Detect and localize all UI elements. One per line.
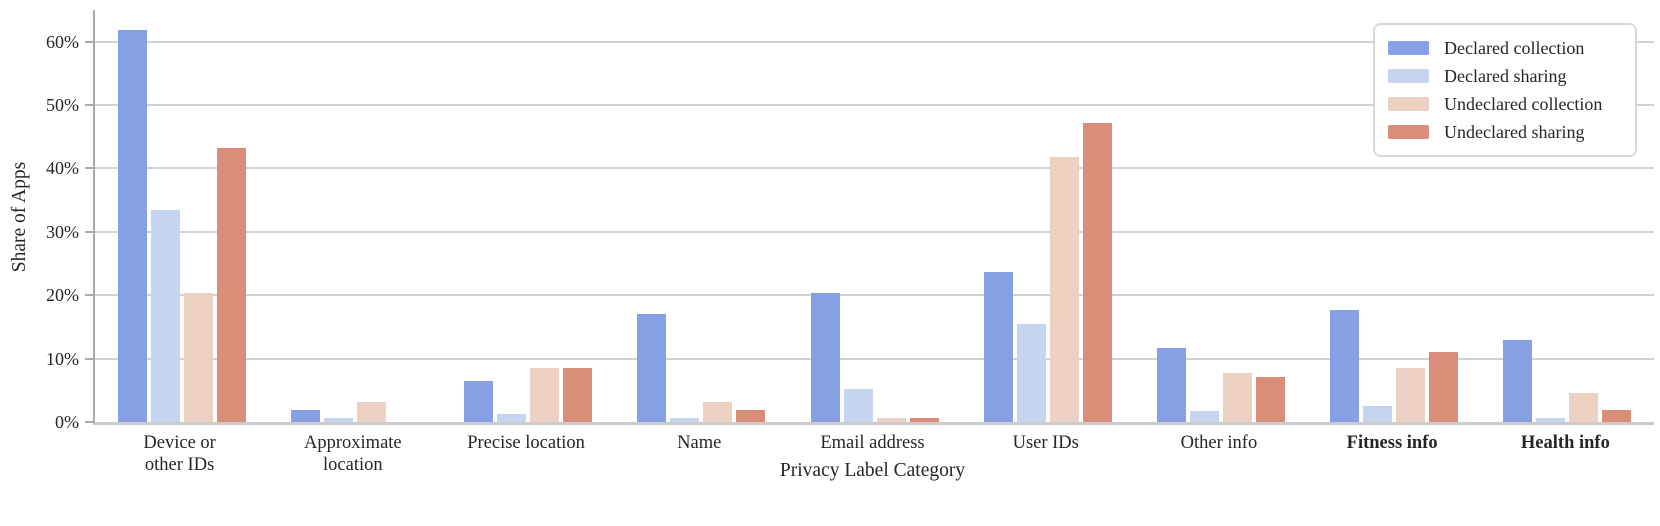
legend-entry-undeclared-collection: Undeclared collection: [1388, 90, 1622, 118]
gridline-20: [95, 294, 1654, 297]
bar-declared-sharing-precise-location: [497, 414, 527, 422]
x-tick-label-health-info: Health info: [1520, 433, 1610, 453]
x-tick-label-fitness-info: Fitness info: [1346, 433, 1438, 453]
x-tick-label-email-address: Email address: [820, 433, 925, 453]
y-tick-label-40: 40%: [46, 158, 79, 179]
bar-undeclared-sharing-health-info: [1602, 409, 1632, 422]
x-tick-label-user-ids: User IDs: [1012, 433, 1079, 453]
bar-undeclared-sharing-other-info: [1255, 377, 1285, 422]
bar-declared-collection-approximate-location: [290, 409, 320, 422]
y-tick-label-20: 20%: [46, 285, 79, 306]
bar-undeclared-collection-fitness-info: [1396, 368, 1426, 422]
bar-undeclared-sharing-user-ids: [1082, 122, 1112, 422]
y-tick: [85, 230, 93, 233]
bar-undeclared-collection-approximate-location: [356, 401, 386, 422]
y-tick-label-50: 50%: [46, 95, 79, 116]
legend-entry-undeclared-sharing: Undeclared sharing: [1388, 118, 1622, 146]
legend: Declared collection Declared sharing Undec…: [1373, 23, 1637, 157]
y-tick: [85, 421, 93, 423]
y-tick: [85, 294, 93, 297]
bar-declared-collection-fitness-info: [1330, 309, 1360, 422]
bar-declared-sharing-email-address: [843, 389, 873, 422]
x-tick-label-name: Name: [677, 433, 722, 453]
gridline-60: [95, 40, 1654, 43]
bar-declared-sharing-device-or-other-ids: [150, 209, 180, 422]
bar-undeclared-sharing-device-or-other-ids: [216, 147, 246, 422]
bar-declared-sharing-name: [670, 418, 700, 422]
gridline-50: [95, 104, 1654, 107]
bar-declared-collection-device-or-other-ids: [117, 30, 147, 422]
x-tick-label-precise-location: Precise location: [467, 433, 585, 453]
legend-swatch-declared-collection: [1388, 41, 1429, 55]
legend-entry-declared-sharing: Declared sharing: [1388, 62, 1622, 90]
y-tick-label-0: 0%: [55, 412, 79, 432]
legend-entry-declared-collection: Declared collection: [1388, 34, 1622, 62]
bar-declared-collection-name: [637, 314, 667, 422]
gridline-30: [95, 230, 1654, 233]
bar-declared-sharing-approximate-location: [323, 418, 353, 422]
bar-declared-sharing-other-info: [1189, 410, 1219, 422]
legend-label-declared-collection: Declared collection: [1444, 37, 1585, 58]
legend-label-undeclared-sharing: Undeclared sharing: [1444, 121, 1585, 142]
legend-swatch-declared-sharing: [1388, 69, 1429, 83]
y-tick-label-30: 30%: [46, 221, 79, 242]
bar-declared-collection-other-info: [1156, 348, 1186, 422]
x-tick-label-approximate-location: Approximate location: [304, 433, 402, 475]
y-tick: [85, 40, 93, 43]
x-tick-label-device-or-other-ids: Device or other IDs: [143, 433, 216, 475]
bar-undeclared-sharing-precise-location: [563, 368, 593, 422]
y-tick-label-10: 10%: [46, 348, 79, 369]
bar-undeclared-collection-email-address: [876, 418, 906, 422]
legend-label-undeclared-collection: Undeclared collection: [1444, 93, 1603, 114]
bar-undeclared-collection-health-info: [1569, 393, 1599, 422]
bar-declared-collection-email-address: [810, 293, 840, 422]
bar-undeclared-sharing-name: [736, 409, 766, 422]
bar-undeclared-collection-precise-location: [530, 368, 560, 422]
bar-undeclared-collection-other-info: [1222, 373, 1252, 422]
bar-declared-collection-health-info: [1503, 339, 1533, 422]
y-tick: [85, 167, 93, 170]
bar-declared-collection-user-ids: [983, 272, 1013, 422]
bar-undeclared-collection-device-or-other-ids: [183, 292, 213, 422]
bar-undeclared-sharing-fitness-info: [1429, 352, 1459, 422]
gridline-10: [95, 357, 1654, 360]
bar-declared-sharing-fitness-info: [1363, 405, 1393, 422]
y-tick-label-60: 60%: [46, 31, 79, 52]
bar-undeclared-sharing-email-address: [909, 418, 939, 422]
gridline-40: [95, 167, 1654, 170]
x-axis-label: Privacy Label Category: [779, 460, 966, 481]
plot-area: [93, 10, 1654, 425]
bar-undeclared-collection-name: [703, 401, 733, 422]
legend-swatch-undeclared-sharing: [1388, 125, 1429, 139]
y-tick: [85, 104, 93, 107]
bar-undeclared-collection-user-ids: [1049, 157, 1079, 422]
bar-declared-sharing-health-info: [1536, 418, 1566, 422]
x-tick-label-other-info: Other info: [1180, 433, 1258, 453]
legend-swatch-undeclared-collection: [1388, 97, 1429, 111]
bar-declared-collection-precise-location: [464, 380, 494, 422]
bar-declared-sharing-user-ids: [1016, 323, 1046, 422]
legend-label-declared-sharing: Declared sharing: [1444, 65, 1567, 86]
y-tick: [85, 357, 93, 360]
